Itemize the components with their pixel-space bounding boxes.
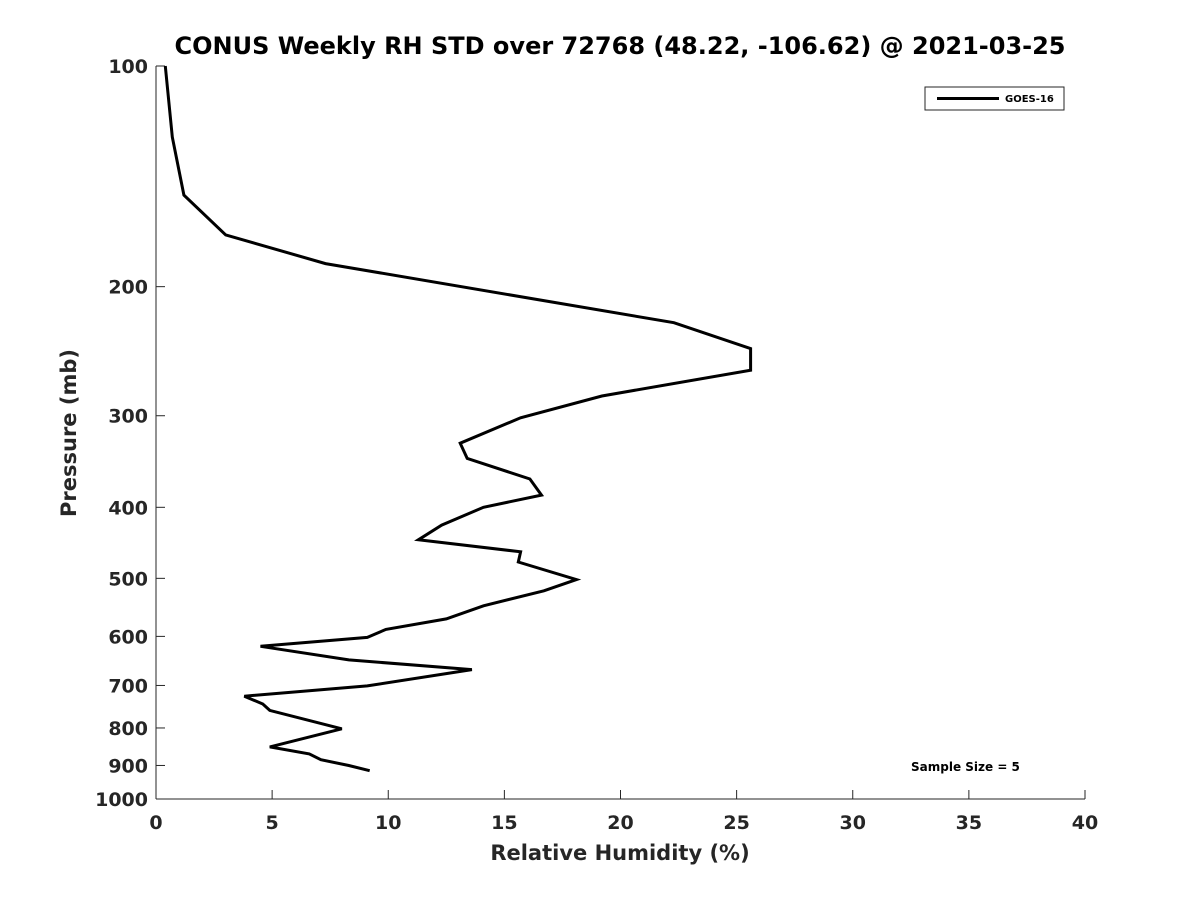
y-tick-label: 100	[108, 56, 148, 78]
x-tick-label: 5	[266, 812, 279, 834]
series-line-goes-16	[163, 65, 753, 773]
x-axis-title: Relative Humidity (%)	[490, 841, 749, 865]
x-tick-label: 35	[956, 812, 982, 834]
y-axis-title: Pressure (mb)	[57, 349, 81, 517]
x-tick-label: 30	[840, 812, 866, 834]
y-tick-label: 500	[108, 568, 148, 590]
legend-label-goes-16: GOES-16	[1005, 94, 1054, 105]
y-axis-ticks: 100 200 300 400 500 600 700 800 900 1000	[95, 56, 165, 811]
y-tick-label: 700	[108, 675, 148, 697]
x-tick-label: 40	[1072, 812, 1098, 834]
legend: GOES-16	[924, 86, 1065, 111]
y-tick-label: 400	[108, 497, 148, 519]
x-tick-label: 25	[723, 812, 749, 834]
x-tick-label: 15	[491, 812, 517, 834]
series-layer	[163, 65, 753, 773]
y-tick-label: 1000	[95, 789, 148, 811]
y-tick-label: 600	[108, 626, 148, 648]
y-tick-label: 300	[108, 406, 148, 428]
x-tick-label: 20	[607, 812, 633, 834]
axes	[155, 66, 1085, 800]
chart-title: CONUS Weekly RH STD over 72768 (48.22, -…	[174, 32, 1065, 60]
x-axis-ticks: 0 5 10 15 20 25 30 35 40	[149, 790, 1098, 834]
x-tick-label: 0	[149, 812, 162, 834]
x-tick-label: 10	[375, 812, 401, 834]
y-tick-label: 900	[108, 755, 148, 777]
y-tick-label: 200	[108, 277, 148, 299]
sample-size-annotation: Sample Size = 5	[911, 760, 1020, 774]
y-tick-label: 800	[108, 718, 148, 740]
